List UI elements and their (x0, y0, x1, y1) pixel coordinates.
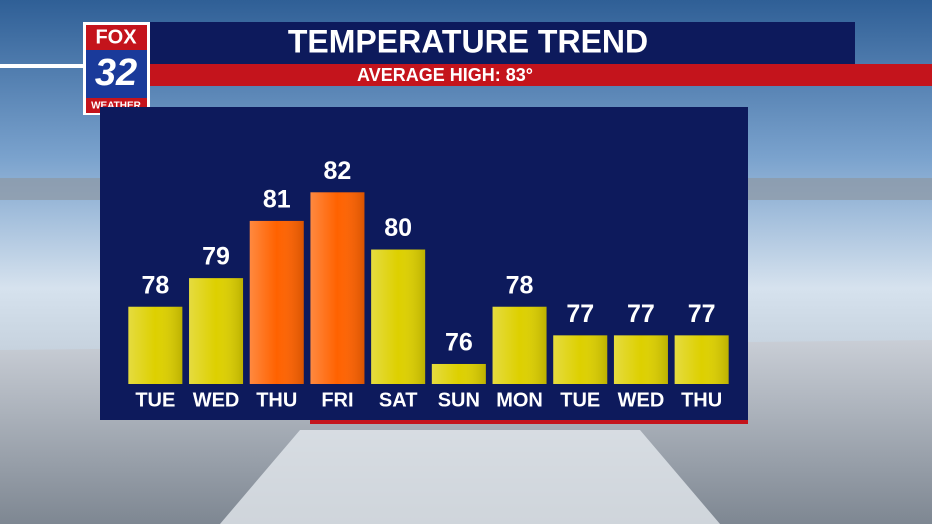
x-tick-label: MON (496, 389, 543, 411)
bar-shade (371, 249, 426, 384)
logo-top (86, 25, 147, 50)
value-label: 82 (324, 157, 352, 185)
x-tick-label: TUE (560, 389, 600, 411)
backdrop-floor-lane (220, 430, 720, 524)
value-label: 78 (141, 271, 169, 299)
bar-shade (553, 335, 608, 384)
value-label: 77 (627, 300, 655, 328)
subtitle-bar (150, 64, 932, 86)
x-tick-label: TUE (135, 389, 175, 411)
x-tick-label: THU (681, 389, 722, 411)
x-tick-label: WED (618, 389, 665, 411)
value-label: 80 (384, 214, 412, 242)
logo-brand: FOX (95, 26, 137, 48)
bar-shade (492, 306, 547, 384)
bar-shade (431, 363, 486, 384)
x-tick-label: SAT (379, 389, 418, 411)
bar-shade (613, 335, 668, 384)
x-tick-label: SUN (438, 389, 480, 411)
value-label: 81 (263, 186, 291, 214)
value-label: 79 (202, 243, 230, 271)
x-tick-label: FRI (321, 389, 353, 411)
rule (0, 64, 85, 68)
logo-channel: 32 (95, 52, 137, 94)
chart-subtitle: AVERAGE HIGH: 83° (357, 65, 533, 85)
logo-middle (86, 50, 147, 98)
bar-shade (249, 220, 304, 384)
logo-label: WEATHER (91, 101, 142, 112)
chart-title: TEMPERATURE TREND (288, 23, 648, 59)
value-label: 77 (566, 300, 594, 328)
bar-shade (674, 335, 729, 384)
x-tick-label: THU (256, 389, 297, 411)
value-label: 76 (445, 329, 473, 357)
value-label: 77 (688, 300, 716, 328)
title-bar (150, 22, 855, 64)
bar-shade (128, 306, 183, 384)
value-label: 78 (506, 271, 534, 299)
x-tick-label: WED (193, 389, 240, 411)
bar-shade (310, 192, 365, 384)
panel-rule (310, 420, 748, 424)
bar-shade (189, 278, 244, 384)
